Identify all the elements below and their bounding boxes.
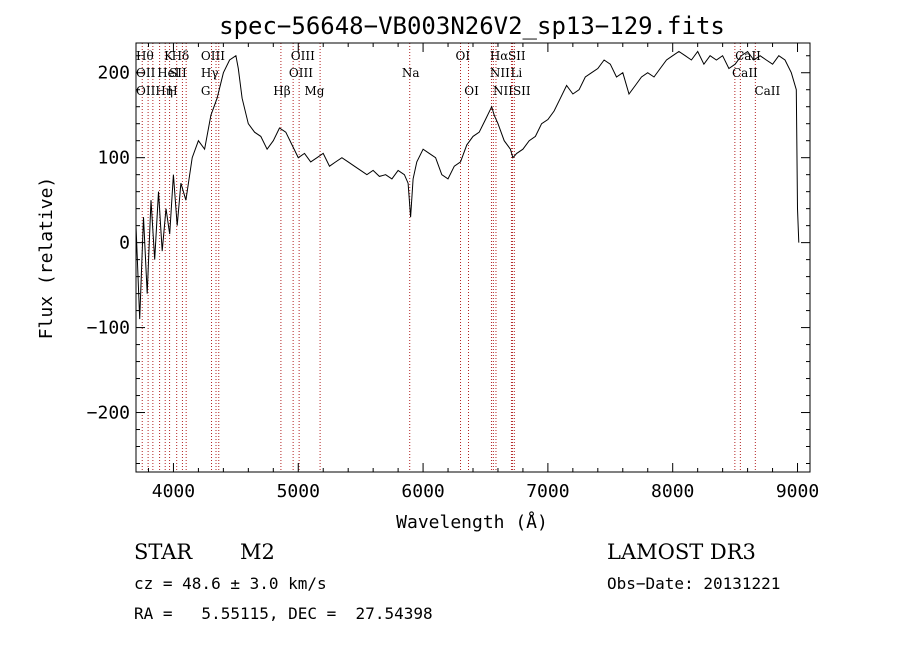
line-label-1: K: [164, 49, 174, 63]
line-label-3: OIII: [201, 49, 225, 63]
line-label-10: HeI: [157, 66, 180, 80]
line-label-17: OIIHη: [136, 84, 173, 98]
observation-date: Obs−Date: 20131221: [607, 574, 781, 593]
line-label-9: OII: [136, 66, 156, 80]
axis-ticks: 4000 5000 6000 7000 8000 9000 −200 −100 0 100 200: [87, 43, 819, 502]
object-subclass: M2: [240, 540, 275, 564]
line-label-8: CaII: [735, 49, 761, 63]
plot-frame: [135, 42, 811, 473]
y-tick-label-4: 200: [97, 63, 130, 84]
x-axis-label: Wavelength (Å): [396, 511, 548, 533]
line-label-11: SII: [169, 66, 187, 80]
line-label-19: G: [201, 84, 211, 98]
flux-series-line: [135, 50, 800, 320]
line-label-23: OI: [464, 84, 479, 98]
y-axis-label: Flux (relative): [36, 177, 57, 340]
y-tick-label-1: −100: [87, 318, 130, 339]
line-label-15: Li: [510, 66, 522, 80]
x-tick-label-0: 4000: [152, 481, 195, 502]
spectral-line-markers: [141, 43, 756, 472]
line-label-18: H: [167, 84, 177, 98]
line-label-25: CaII: [754, 84, 780, 98]
chart-title: spec−56648−VB003N26V2_sp13−129.fits: [219, 12, 725, 40]
redshift-cz: cz = 48.6 ± 3.0 km/s: [134, 574, 327, 593]
line-label-20: Hβ: [273, 84, 290, 98]
object-class: STAR: [134, 540, 193, 564]
line-label-13: OIII: [289, 66, 313, 80]
x-tick-label-4: 8000: [651, 481, 694, 502]
survey-name: LAMOST DR3: [607, 540, 756, 564]
line-label-5: OI: [456, 49, 471, 63]
x-tick-label-3: 7000: [526, 481, 569, 502]
line-label-7: SII: [508, 49, 526, 63]
x-tick-label-1: 5000: [277, 481, 320, 502]
x-tick-label-5: 9000: [776, 481, 819, 502]
line-label-0: Hθ: [136, 49, 154, 63]
line-label-14: NII: [490, 66, 510, 80]
y-tick-label-3: 100: [97, 148, 130, 169]
line-label-4: OIII: [291, 49, 315, 63]
ra-dec: RA = 5.55115, DEC = 27.54398: [134, 604, 433, 623]
line-label-24: NIISII: [493, 84, 531, 98]
line-label-12: Hγ: [201, 66, 219, 80]
x-tick-label-2: 6000: [401, 481, 444, 502]
y-tick-label-0: −200: [87, 403, 130, 424]
line-label-6: Hα: [490, 49, 509, 63]
line-label-2: Hδ: [172, 49, 190, 63]
line-label-21: Mg: [305, 84, 325, 98]
line-label-16: CaII: [732, 66, 758, 80]
line-label-22: Na: [402, 66, 420, 80]
y-tick-label-2: 0: [119, 233, 130, 254]
